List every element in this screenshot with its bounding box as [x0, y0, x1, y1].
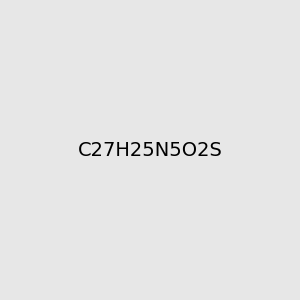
Text: C27H25N5O2S: C27H25N5O2S [78, 140, 222, 160]
